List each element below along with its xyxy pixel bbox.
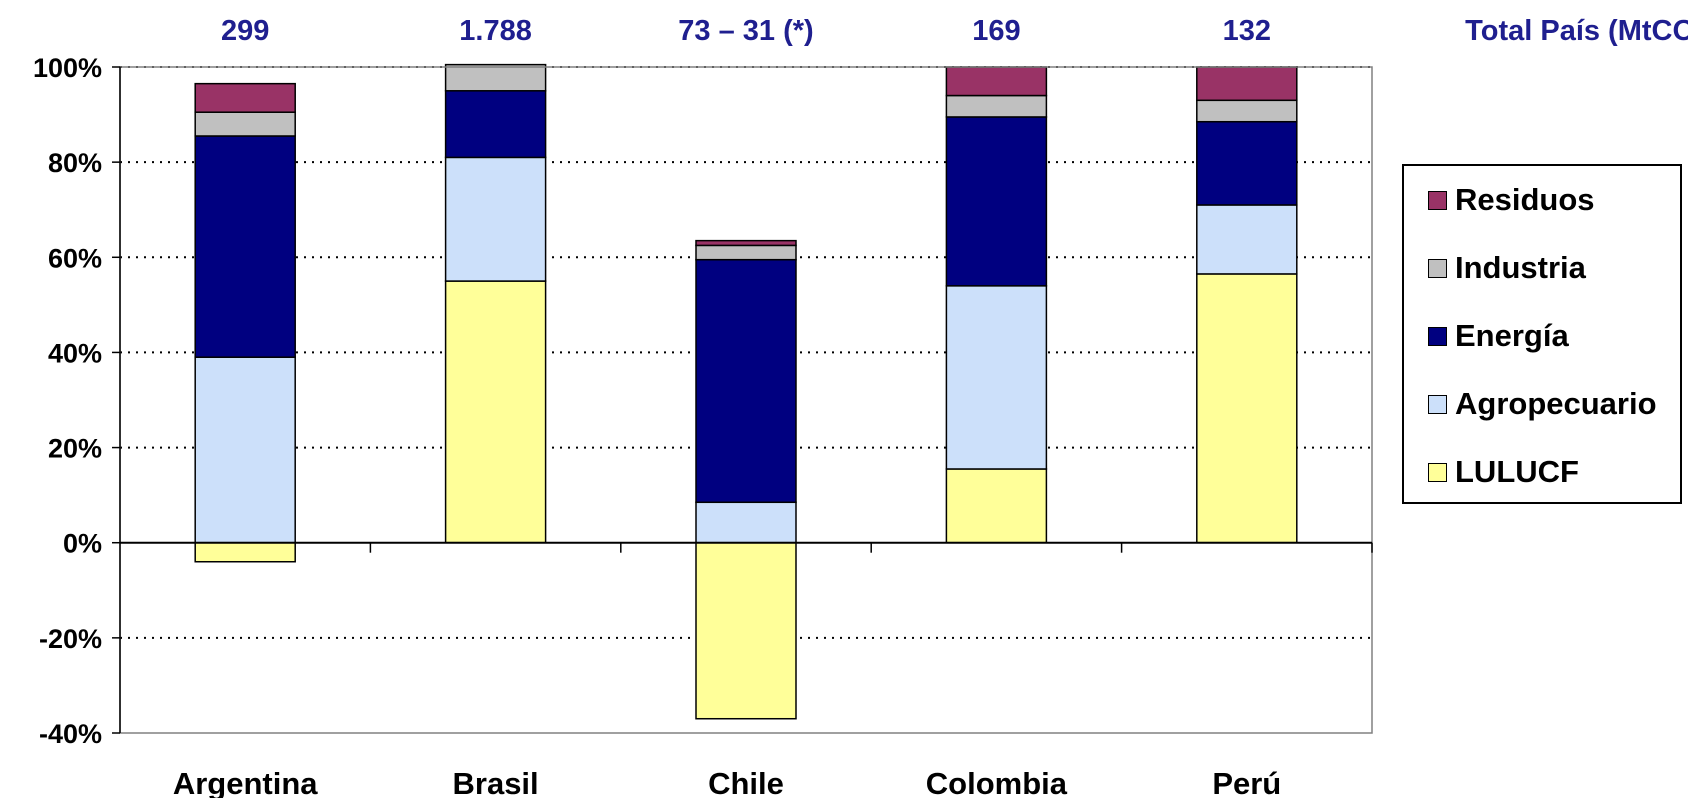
bar-segment-lulucf: [695, 541, 797, 720]
bar-segment-agropecuario: [945, 285, 1048, 470]
bar-segment-industria: [444, 63, 547, 92]
y-tick-label: 20%: [48, 434, 102, 464]
bar-layer: [194, 63, 1298, 720]
axis-layer: [112, 66, 1373, 734]
legend-item: Industria: [1428, 250, 1586, 286]
bar-segment-lulucf: [444, 280, 547, 544]
bar-segment-lulucf: [194, 541, 296, 563]
legend-swatch: [1428, 462, 1447, 482]
bar-segment-industria: [1196, 99, 1298, 123]
x-category-label: Perú: [1212, 766, 1281, 798]
bar-segment-agropecuario: [695, 501, 797, 544]
bar-segment-industria: [695, 244, 797, 261]
country-total-label: 169: [972, 15, 1020, 47]
legend-item: LULUCF: [1428, 454, 1579, 490]
legend-swatch: [1428, 258, 1447, 278]
bar-segment-residuos: [695, 239, 797, 247]
legend-item: Energía: [1428, 318, 1569, 354]
bar-segment-residuos: [1196, 66, 1298, 102]
chart-legend: Residuos Industria Energía Agropecuario LULU…: [1402, 164, 1682, 504]
y-tick-label: 80%: [48, 148, 102, 178]
legend-label: Residuos: [1455, 182, 1595, 217]
label-layer: -40% -20% 0% 20% 40% 60% 80% 100% Argentina 299 Br…: [33, 15, 1281, 801]
bar-segment-energa: [194, 135, 296, 358]
y-tick-label: -20%: [39, 624, 102, 654]
bar-segment-lulucf: [945, 468, 1048, 544]
bar-segment-energa: [1196, 120, 1298, 206]
legend-label: Agropecuario: [1455, 386, 1657, 421]
bar-segment-energa: [945, 116, 1048, 287]
totals-title: Total País (MtCO2): [1465, 15, 1688, 47]
legend-label: Energía: [1455, 318, 1569, 353]
x-category-label: Chile: [708, 766, 784, 798]
bar-segment-industria: [945, 94, 1048, 118]
bar-segment-industria: [194, 111, 296, 137]
legend-swatch: [1428, 394, 1447, 414]
bar-segment-agropecuario: [194, 356, 296, 544]
legend-swatch: [1428, 190, 1447, 210]
bar-segment-residuos: [194, 82, 296, 113]
bar-segment-residuos: [945, 66, 1048, 97]
y-tick-label: 60%: [48, 243, 102, 273]
y-tick-label: -40%: [39, 719, 102, 749]
x-category-label: Colombia: [926, 766, 1068, 798]
y-tick-label: 0%: [63, 529, 102, 559]
x-category-label: Brasil: [453, 766, 539, 798]
y-tick-label: 100%: [33, 53, 102, 83]
x-category-label: Argentina: [173, 766, 318, 798]
legend-swatch: [1428, 326, 1447, 346]
country-total-label: 1.788: [459, 15, 532, 47]
country-total-label: 299: [221, 15, 269, 47]
bar-segment-energa: [695, 258, 797, 504]
country-total-label: 73 – 31 (*): [678, 15, 813, 47]
bar-segment-lulucf: [1196, 273, 1298, 544]
legend-label: Industria: [1455, 250, 1586, 285]
legend-item: Residuos: [1428, 182, 1595, 218]
legend-label: LULUCF: [1455, 454, 1579, 489]
y-tick-label: 40%: [48, 338, 102, 368]
bar-segment-energa: [444, 90, 547, 159]
legend-item: Agropecuario: [1428, 386, 1657, 422]
bar-segment-agropecuario: [1196, 204, 1298, 275]
bar-segment-agropecuario: [444, 156, 547, 282]
country-total-label: 132: [1223, 15, 1271, 47]
